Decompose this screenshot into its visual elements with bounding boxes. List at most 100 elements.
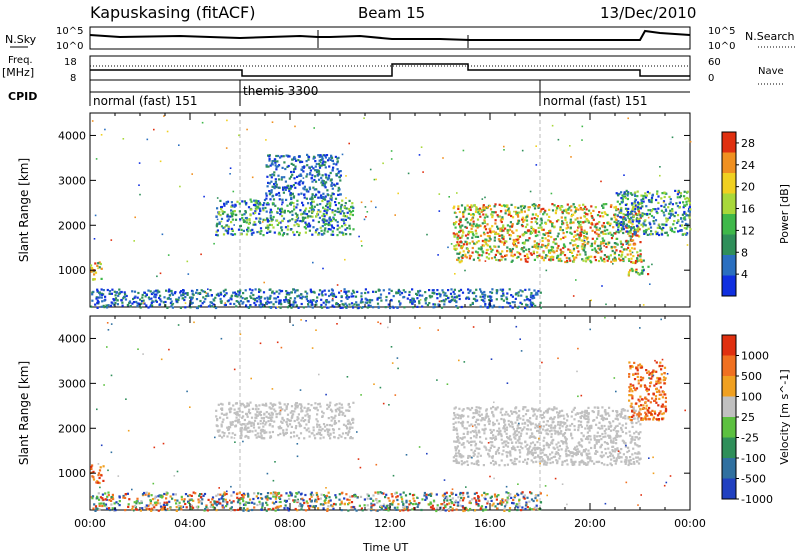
data-cell bbox=[511, 423, 514, 426]
data-cell bbox=[255, 208, 258, 211]
data-cell bbox=[336, 210, 339, 213]
data-cell bbox=[217, 292, 220, 295]
data-cell bbox=[279, 402, 282, 405]
data-cell bbox=[231, 215, 234, 218]
data-cell bbox=[267, 154, 270, 157]
data-cell bbox=[593, 446, 596, 449]
data-cell bbox=[580, 230, 583, 234]
data-cell bbox=[513, 253, 516, 256]
data-cell bbox=[580, 208, 583, 211]
data-cell bbox=[494, 435, 497, 438]
data-cell bbox=[502, 449, 505, 452]
data-cell bbox=[399, 293, 402, 296]
data-cell bbox=[572, 221, 575, 224]
data-cell bbox=[625, 432, 628, 435]
data-cell bbox=[489, 208, 493, 211]
data-cell bbox=[669, 214, 672, 217]
data-cell bbox=[319, 154, 322, 157]
data-cell bbox=[275, 297, 278, 300]
data-cell bbox=[287, 299, 290, 302]
data-cell bbox=[671, 210, 674, 213]
data-cell bbox=[297, 413, 300, 416]
data-cell bbox=[475, 460, 478, 463]
data-cell bbox=[632, 226, 635, 229]
data-cell bbox=[139, 306, 142, 309]
data-cell bbox=[564, 218, 567, 221]
data-cell bbox=[673, 220, 676, 223]
data-cell bbox=[90, 305, 93, 308]
data-cell bbox=[153, 293, 156, 296]
data-cell bbox=[133, 296, 136, 299]
data-cell bbox=[480, 210, 483, 213]
data-cell bbox=[275, 186, 278, 189]
data-cell bbox=[603, 245, 605, 247]
data-cell bbox=[617, 224, 620, 227]
data-cell bbox=[345, 175, 347, 177]
data-cell bbox=[510, 214, 513, 218]
data-cell bbox=[449, 292, 453, 295]
data-cell bbox=[530, 231, 534, 234]
data-cell bbox=[512, 410, 515, 414]
data-cell bbox=[572, 244, 575, 247]
data-cell bbox=[263, 404, 266, 407]
data-cell bbox=[466, 221, 469, 224]
data-cell bbox=[565, 452, 568, 455]
data-cell bbox=[514, 463, 517, 466]
data-cell bbox=[279, 432, 282, 435]
data-cell bbox=[478, 254, 481, 257]
data-cell bbox=[506, 437, 510, 440]
data-cell bbox=[580, 425, 583, 428]
data-cell bbox=[539, 452, 542, 455]
data-cell bbox=[504, 443, 507, 446]
data-cell bbox=[569, 218, 572, 221]
data-cell bbox=[270, 191, 273, 194]
data-cell bbox=[195, 291, 198, 294]
data-cell bbox=[301, 295, 304, 298]
data-cell bbox=[503, 441, 506, 444]
data-cell bbox=[448, 300, 451, 303]
data-cell bbox=[278, 194, 281, 197]
data-cell bbox=[593, 225, 596, 228]
data-cell bbox=[435, 293, 439, 296]
freq-trace bbox=[90, 63, 690, 77]
data-cell bbox=[444, 292, 447, 295]
data-cell bbox=[477, 406, 480, 409]
data-cell bbox=[238, 134, 240, 137]
data-cell bbox=[641, 272, 644, 275]
data-cell bbox=[297, 193, 300, 196]
data-cell bbox=[523, 246, 526, 249]
data-cell bbox=[492, 211, 495, 214]
data-cell bbox=[595, 449, 598, 453]
data-cell bbox=[561, 212, 564, 215]
data-cell bbox=[278, 221, 281, 225]
data-cell bbox=[287, 187, 291, 190]
data-cell bbox=[484, 427, 487, 431]
data-cell bbox=[637, 432, 640, 435]
data-cell bbox=[220, 423, 223, 426]
data-cell bbox=[175, 300, 178, 303]
data-cell bbox=[538, 431, 541, 434]
data-cell bbox=[298, 424, 301, 427]
data-cell bbox=[626, 209, 629, 212]
data-cell bbox=[621, 424, 624, 427]
data-cell bbox=[500, 408, 503, 411]
data-cell bbox=[465, 217, 468, 220]
data-cell bbox=[262, 437, 265, 440]
data-cell bbox=[484, 303, 487, 306]
data-cell bbox=[610, 441, 613, 444]
data-cell bbox=[352, 289, 355, 292]
data-cell bbox=[250, 296, 253, 299]
data-cell bbox=[536, 247, 539, 250]
data-cell bbox=[329, 228, 332, 231]
data-cell bbox=[551, 223, 554, 226]
data-cell bbox=[245, 201, 248, 205]
data-cell bbox=[661, 233, 664, 236]
data-cell bbox=[611, 445, 614, 448]
data-cell bbox=[587, 412, 590, 415]
data-cell bbox=[519, 417, 522, 420]
data-cell bbox=[462, 436, 465, 439]
data-cell bbox=[661, 192, 664, 195]
data-cell bbox=[564, 260, 567, 264]
data-cell bbox=[642, 197, 645, 200]
data-cell bbox=[333, 421, 336, 424]
